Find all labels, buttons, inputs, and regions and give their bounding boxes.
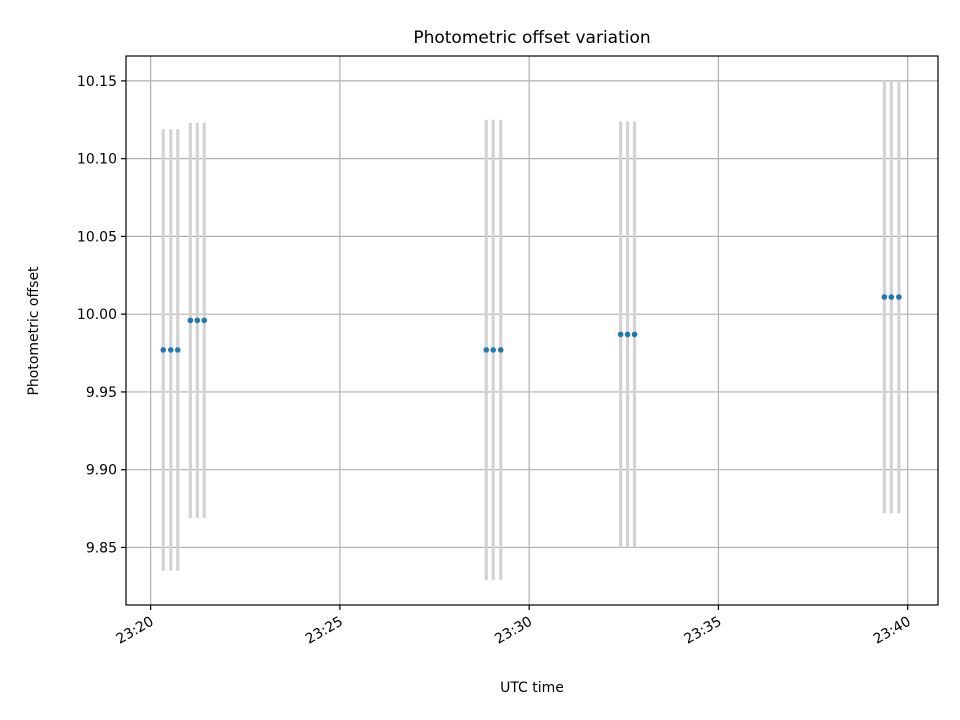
y-tick-label: 10.10 xyxy=(77,152,117,168)
data-point xyxy=(201,317,208,324)
data-point xyxy=(888,294,895,300)
y-tick-label: 9.85 xyxy=(86,540,117,556)
data-points xyxy=(160,294,902,353)
y-axis: 9.85 9.90 9.95 10.00 10.05 10.10 10.15 xyxy=(77,74,126,556)
data-point xyxy=(490,347,496,353)
y-tick-label: 10.05 xyxy=(77,229,117,245)
plot-frame xyxy=(125,55,939,606)
data-point xyxy=(174,347,181,353)
data-point xyxy=(160,347,167,353)
chart-title: Photometric offset variation xyxy=(413,28,650,48)
data-point xyxy=(881,294,888,300)
data-point xyxy=(624,331,631,338)
y-tick-label: 10.00 xyxy=(77,307,117,323)
data-point xyxy=(617,331,624,338)
y-tick-label: 9.90 xyxy=(86,463,117,479)
y-axis-label: Photometric offset xyxy=(26,266,42,396)
data-point xyxy=(896,294,902,300)
data-point xyxy=(194,317,201,324)
grid xyxy=(126,56,938,605)
y-tick-label: 9.95 xyxy=(86,385,117,401)
y-tick-label: 10.15 xyxy=(77,74,117,90)
data-point xyxy=(167,347,174,353)
data-point xyxy=(483,347,490,353)
data-point xyxy=(631,331,638,338)
x-axis-label: UTC time xyxy=(500,680,564,696)
data-point xyxy=(497,347,504,353)
data-point xyxy=(187,317,194,324)
